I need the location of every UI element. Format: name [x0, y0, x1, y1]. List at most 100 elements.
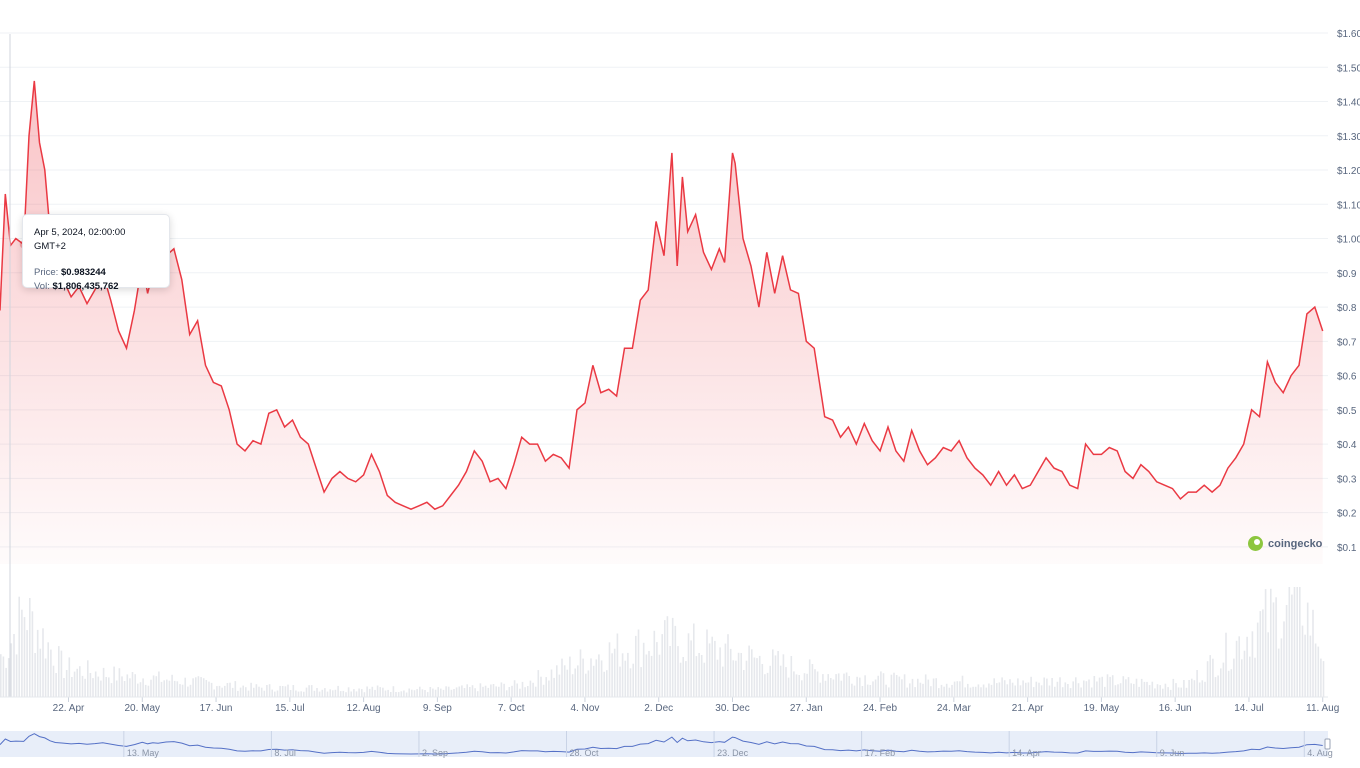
- volume-bar: [1209, 655, 1211, 697]
- volume-bar: [1046, 678, 1048, 697]
- volume-bar: [674, 625, 677, 697]
- volume-bar: [105, 677, 107, 697]
- volume-bar: [664, 620, 666, 697]
- volume-bar: [361, 689, 363, 697]
- volume-bar: [390, 692, 392, 697]
- volume-bar: [666, 616, 669, 697]
- volume-bar: [882, 673, 885, 697]
- volume-bar: [577, 665, 579, 697]
- volume-bar: [445, 686, 447, 697]
- volume-bar: [21, 609, 23, 697]
- volume-bar: [274, 691, 276, 697]
- volume-bar: [1072, 681, 1074, 697]
- volume-bar: [613, 648, 616, 697]
- volume-bar: [453, 689, 455, 697]
- x-tick-label: 9. Sep: [423, 703, 452, 714]
- y-tick-label: $0.1: [1337, 543, 1357, 554]
- volume-bar: [166, 679, 168, 697]
- volume-bar: [682, 657, 684, 697]
- volume-bar: [756, 658, 758, 697]
- volume-bar: [1090, 687, 1093, 697]
- volume-bar: [426, 692, 429, 697]
- volume-bar: [492, 684, 495, 697]
- volume-bar: [592, 665, 595, 697]
- volume-bar: [740, 653, 742, 697]
- volume-bar: [914, 687, 916, 697]
- volume-bar: [906, 687, 908, 697]
- volume-bar: [121, 676, 123, 697]
- volume-bar: [1030, 676, 1032, 697]
- price-line: [0, 80, 1324, 511]
- x-tick-label: 24. Mar: [937, 703, 972, 714]
- navigator: 13. May 8. Jul 2. Sep 28. Oct 23. Dec 17. Feb…: [0, 731, 1333, 758]
- volume-bar: [158, 671, 160, 697]
- volume-bar: [787, 677, 790, 697]
- volume-bar: [1025, 682, 1027, 697]
- volume-bar: [969, 687, 972, 697]
- volume-bar: [363, 692, 366, 697]
- volume-bar: [880, 671, 882, 697]
- volume-bar: [566, 669, 569, 697]
- volume-bar: [50, 649, 52, 697]
- volume-bar: [1198, 682, 1201, 697]
- volume-bar: [137, 683, 139, 697]
- volume-bar: [895, 675, 898, 697]
- volume-bar: [413, 690, 416, 697]
- volume-bar: [951, 684, 953, 697]
- volume-bar: [685, 661, 687, 697]
- volume-bar: [598, 654, 600, 697]
- volume-bar: [1296, 587, 1298, 697]
- volume-bar: [1143, 681, 1146, 697]
- volume-bar: [656, 642, 658, 697]
- volume-bar: [632, 663, 634, 697]
- volume-bar: [160, 681, 163, 697]
- volume-bar: [63, 678, 65, 697]
- volume-bar: [1093, 676, 1096, 697]
- volume-bar: [189, 684, 192, 697]
- volume-bar: [195, 677, 197, 697]
- volume-bar: [1154, 688, 1156, 697]
- volume-bar: [108, 677, 110, 697]
- y-tick-label: $1.20: [1337, 166, 1360, 177]
- volume-bar: [1275, 597, 1277, 697]
- volume-bar: [972, 686, 974, 697]
- volume-bar: [353, 689, 355, 697]
- volume-bar: [956, 681, 959, 697]
- volume-bar: [993, 678, 995, 697]
- y-axis: $1.60 $1.50 $1.40 $1.30 $1.20 $1.10 $1.00 $0.9 $…: [1337, 29, 1360, 554]
- volume-bar: [350, 691, 352, 697]
- volume-bar: [505, 690, 508, 697]
- volume-bar: [758, 655, 761, 697]
- volume-bar: [711, 636, 713, 697]
- volume-bar: [400, 691, 403, 697]
- volume-bar: [387, 689, 389, 697]
- volume-bar: [569, 656, 571, 697]
- volume-bar: [1125, 679, 1127, 697]
- tooltip-date: Apr 5, 2024, 02:00:00 GMT+2: [34, 227, 126, 252]
- volume-bar: [308, 685, 310, 697]
- volume-bar: [142, 678, 144, 697]
- volume-bar: [814, 669, 816, 697]
- volume-bar: [753, 657, 756, 697]
- navigator-background: [0, 731, 1328, 757]
- x-tick-label: 24. Feb: [863, 703, 897, 714]
- volume-bar: [450, 689, 453, 697]
- volume-bar: [181, 684, 184, 697]
- volume-bar: [234, 681, 237, 697]
- volume-bar: [29, 598, 31, 697]
- volume-bar: [482, 686, 484, 697]
- volume-bar: [1183, 680, 1185, 697]
- volume-bar: [355, 691, 358, 697]
- volume-bar: [1146, 681, 1148, 697]
- volume-bar: [777, 651, 779, 697]
- volume-bar: [648, 650, 650, 697]
- volume-bar: [216, 686, 218, 697]
- volume-bar: [945, 683, 948, 697]
- volume-bar: [442, 689, 445, 697]
- volume-bar: [366, 686, 368, 697]
- volume-bar: [903, 674, 906, 697]
- volume-bar: [411, 689, 413, 697]
- volume-bar: [58, 646, 60, 697]
- volume-bar: [345, 692, 347, 697]
